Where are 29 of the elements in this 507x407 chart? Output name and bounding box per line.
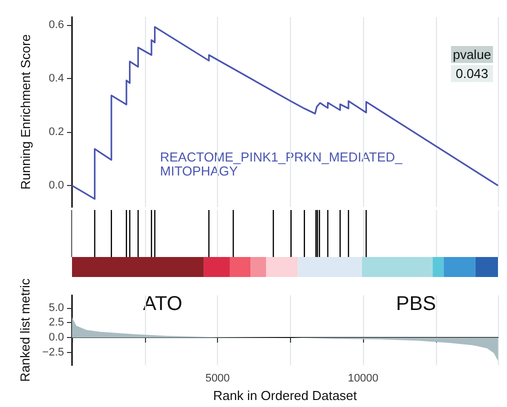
annotation: PBS (396, 293, 436, 315)
y-axis-title: Ranked list metric (17, 278, 32, 382)
bar (72, 257, 204, 277)
y-tick-label: 5.0 (48, 302, 64, 314)
annotation: pvalue (452, 47, 492, 62)
y-tick-label: 0.0 (48, 332, 64, 344)
bar (266, 257, 298, 277)
annotation: 0.043 (456, 66, 488, 81)
y-tick-label: 0.6 (48, 19, 64, 32)
bar (250, 257, 266, 277)
y-tick-label: 0.2 (48, 126, 64, 138)
y-tick-label: 0.0 (48, 180, 64, 192)
bar (230, 257, 251, 277)
bar (204, 257, 230, 277)
bar (432, 257, 444, 277)
line-series (71, 26, 499, 200)
y-tick-label: 2.5 (48, 316, 64, 329)
annotation: ATO (143, 293, 182, 315)
x-axis-title: Rank in Ordered Dataset (213, 388, 358, 403)
bar (362, 257, 433, 277)
bar (444, 257, 476, 277)
annotation: REACTOME_PINK1_PRKN_MEDIATED_ MITOPHAGY (160, 150, 404, 178)
x-tick-label: 5000 (205, 372, 230, 385)
bar (298, 257, 362, 277)
x-tick-label: 10000 (348, 372, 378, 385)
y-tick-label: −2.5 (42, 346, 64, 359)
y-tick-label: 0.4 (48, 72, 64, 85)
bar (475, 257, 498, 277)
y-axis-title: Running Enrichment Score (18, 34, 33, 190)
